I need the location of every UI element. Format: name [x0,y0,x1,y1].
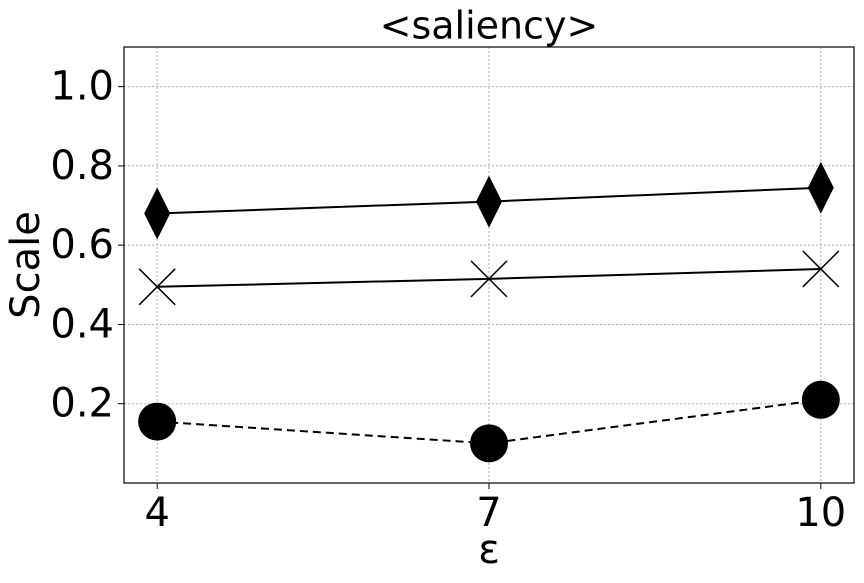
y-tick-label: 1.0 [50,64,114,110]
x-axis-label: ε [478,527,500,573]
diamond-marker [476,175,502,228]
y-tick-label: 0.4 [50,301,114,347]
x-marker [802,250,840,288]
x-marker [138,268,176,306]
x-tick-label: 10 [795,490,846,536]
y-tick-label: 0.8 [50,143,114,189]
x-tick-label: 7 [476,490,501,536]
diamond-marker [144,187,171,240]
y-tick-label: 0.2 [50,381,114,427]
y-tick-label: 0.6 [50,222,114,268]
circle-marker [138,402,177,441]
plot-frame [123,46,855,484]
diamond-marker [807,161,834,214]
x-marker [470,260,508,298]
circle-marker [801,380,840,419]
chart-title: <saliency> [380,4,599,48]
circle-marker [470,424,508,463]
x-tick-label: 4 [144,490,169,536]
y-axis-label: Scale [3,211,49,319]
